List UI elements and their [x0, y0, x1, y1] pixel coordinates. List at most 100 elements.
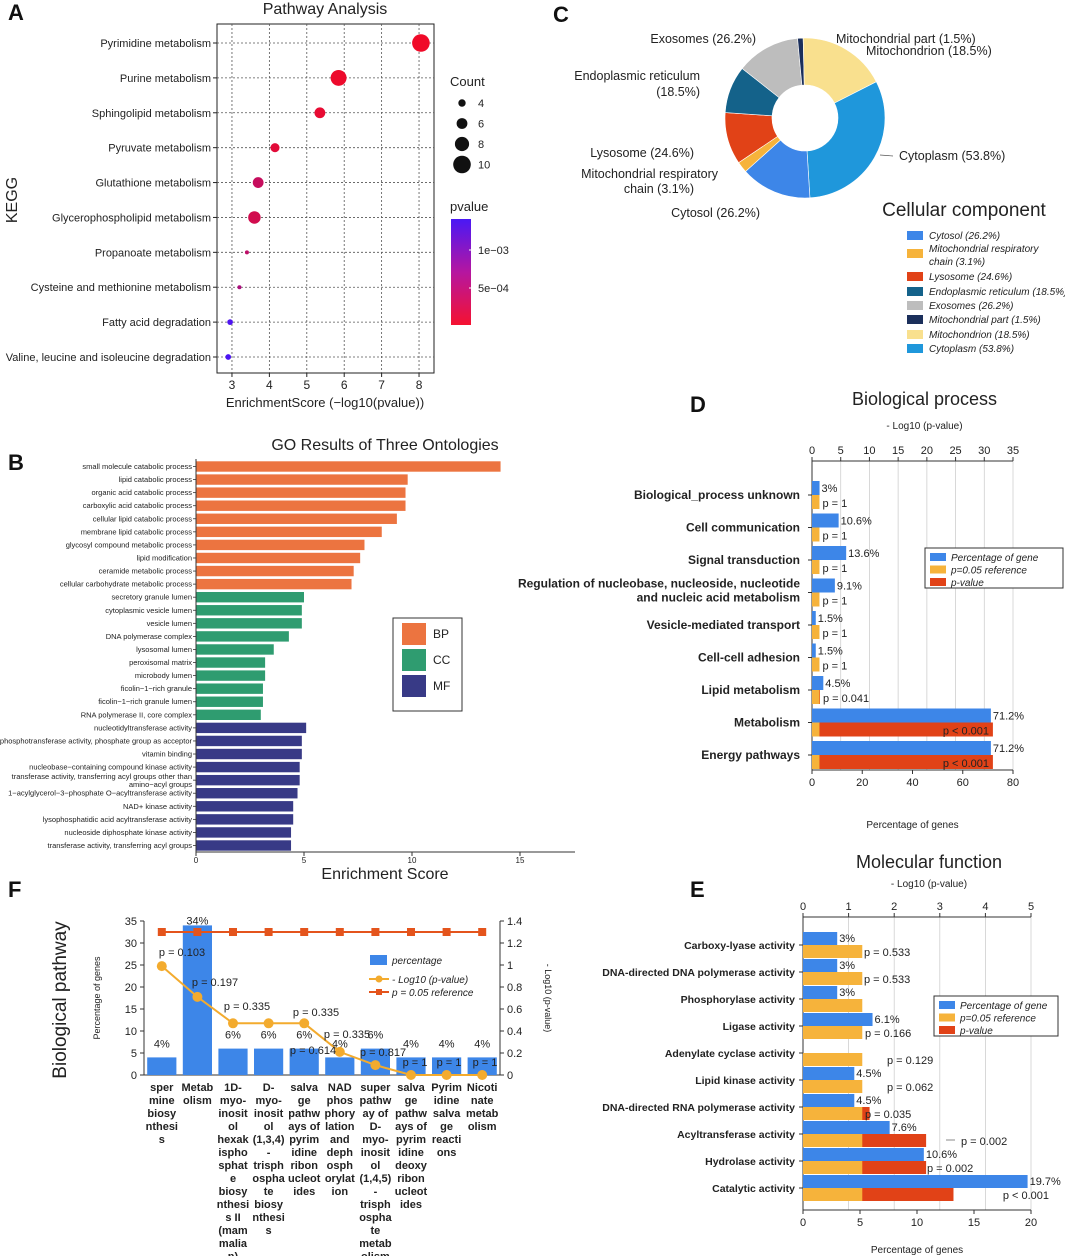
bar [196, 461, 501, 472]
pie-slice [802, 37, 877, 104]
tick-label: 0.2 [507, 1048, 522, 1060]
category-label: Catalytic activity [712, 1183, 795, 1195]
tick-label: 10 [125, 1026, 137, 1038]
bar [196, 578, 352, 590]
bar [196, 840, 292, 851]
pvalue-line [161, 965, 483, 1076]
x-axis-label: Percentage of genes [871, 1245, 963, 1256]
top-tick-label: 4 [982, 901, 988, 913]
legend-label: Mitochondrial respiratory [929, 244, 1039, 255]
tick-label: 8 [416, 378, 423, 392]
category-label: nucleobase−containing compound kinase ac… [29, 763, 192, 772]
category-label: Metab [182, 1082, 214, 1094]
tick-label: 0 [507, 1070, 513, 1082]
category-label: nthesi [217, 1199, 249, 1211]
tick-label: 5 [302, 856, 307, 865]
category-label: ucleot [395, 1186, 428, 1198]
bar [196, 487, 406, 498]
bar-value-label: 1.5% [818, 646, 843, 658]
pvalue-label: p < 0.001 [943, 758, 989, 770]
legend-title: pvalue [450, 199, 488, 214]
category-label: sphat [218, 1160, 248, 1172]
size-legend-dot [456, 118, 468, 129]
pvalue-marker [299, 1018, 310, 1029]
legend-label: p-value [950, 578, 984, 589]
bar [467, 1057, 497, 1075]
bar-reference [803, 1053, 863, 1066]
tick-label: 5 [131, 1048, 137, 1060]
color-scale-bar [451, 219, 471, 325]
tick-label: 0.8 [507, 982, 522, 994]
bar [147, 1057, 177, 1075]
bar-value-label: 71.2% [993, 743, 1024, 755]
pvalue-marker [370, 1060, 381, 1071]
data-point [314, 107, 326, 119]
bar [196, 565, 354, 577]
panel-label-b: B [8, 450, 24, 475]
category-label: pathw [395, 1108, 427, 1120]
category-label: carboxylic acid catabolic process [83, 501, 192, 510]
category-label: vitamin binding [142, 750, 192, 759]
bar-reference [803, 1134, 863, 1147]
top-tick-label: 10 [863, 445, 875, 457]
category-label: DNA polymerase complex [106, 632, 193, 641]
legend-label: Percentage of gene [960, 1001, 1048, 1012]
category-label: Glutathione metabolism [95, 178, 211, 190]
category-label: nate [471, 1095, 494, 1107]
x-axis-label: EnrichmentScore (−log10(pvalue)) [226, 395, 424, 410]
category-label: pyrim [289, 1134, 319, 1146]
tick-label: 20 [1025, 1217, 1037, 1229]
y2-axis-label: - Log10 (p-value) [543, 964, 553, 1033]
pvalue-label: p = 1 [473, 1057, 498, 1069]
category-label: salva [433, 1108, 461, 1120]
tick-label: 20 [856, 777, 868, 789]
legend-label: Cytosol (26.2%) [929, 231, 1000, 242]
pvalue-marker [228, 1018, 238, 1029]
category-label: ides [293, 1186, 315, 1198]
category-label: ficolin−1−rich granule [121, 684, 192, 693]
category-label: ides [400, 1199, 422, 1211]
category-label: cellular carbohydrate metabolic process [60, 580, 192, 589]
category-label: Glycerophospholipid metabolism [52, 212, 211, 224]
bar [196, 709, 261, 721]
bar-reference [812, 625, 820, 639]
reference-marker [157, 928, 166, 936]
category-label: pathw [360, 1095, 392, 1107]
pvalue-label: p = 1 [822, 531, 847, 543]
reference-marker [264, 928, 273, 936]
bar-value-label: 19.7% [1030, 1176, 1061, 1188]
category-label: Biological_process unknown [634, 488, 800, 502]
bar-percentage [812, 611, 816, 625]
category-label: Hydrolase activity [705, 1156, 795, 1168]
legend-label: - Log10 (p-value) [392, 975, 468, 986]
x-axis-label: Percentage of genes [866, 820, 958, 831]
slice-label: Cytosol (26.2%) [671, 206, 760, 220]
category-label: cellular lipid catabolic process [93, 514, 192, 523]
top-tick-label: 35 [1007, 445, 1019, 457]
size-legend-dot [454, 136, 470, 152]
legend-box [924, 547, 1064, 589]
category-label: inosit [254, 1108, 284, 1120]
reference-marker [193, 928, 202, 936]
category-label: microbody lumen [135, 671, 192, 680]
pvalue-label: p = 1 [822, 596, 847, 608]
category-label: Pyruvate metabolism [108, 143, 211, 155]
category-label: malia [219, 1238, 248, 1250]
bar [432, 1057, 462, 1075]
legend-label: percentage [391, 956, 442, 967]
tick-label: 5 [303, 378, 310, 392]
bar [196, 618, 302, 629]
bar-value-label: 4% [154, 1038, 170, 1050]
category-label: D- [370, 1121, 382, 1133]
bar-percentage [812, 513, 839, 528]
bar-percentage [812, 643, 816, 658]
category-label: ays of [395, 1121, 427, 1133]
category-label: s II [225, 1212, 240, 1224]
slice-label: Exosomes (26.2%) [650, 32, 756, 46]
category-label: ospha [359, 1212, 392, 1224]
bar-value-label: 6% [367, 1030, 383, 1042]
bar-reference [803, 999, 863, 1012]
category-label: NAD+ kinase activity [123, 802, 192, 811]
bar-value-label: 9.1% [837, 581, 862, 593]
category-label: reacti [432, 1134, 461, 1146]
